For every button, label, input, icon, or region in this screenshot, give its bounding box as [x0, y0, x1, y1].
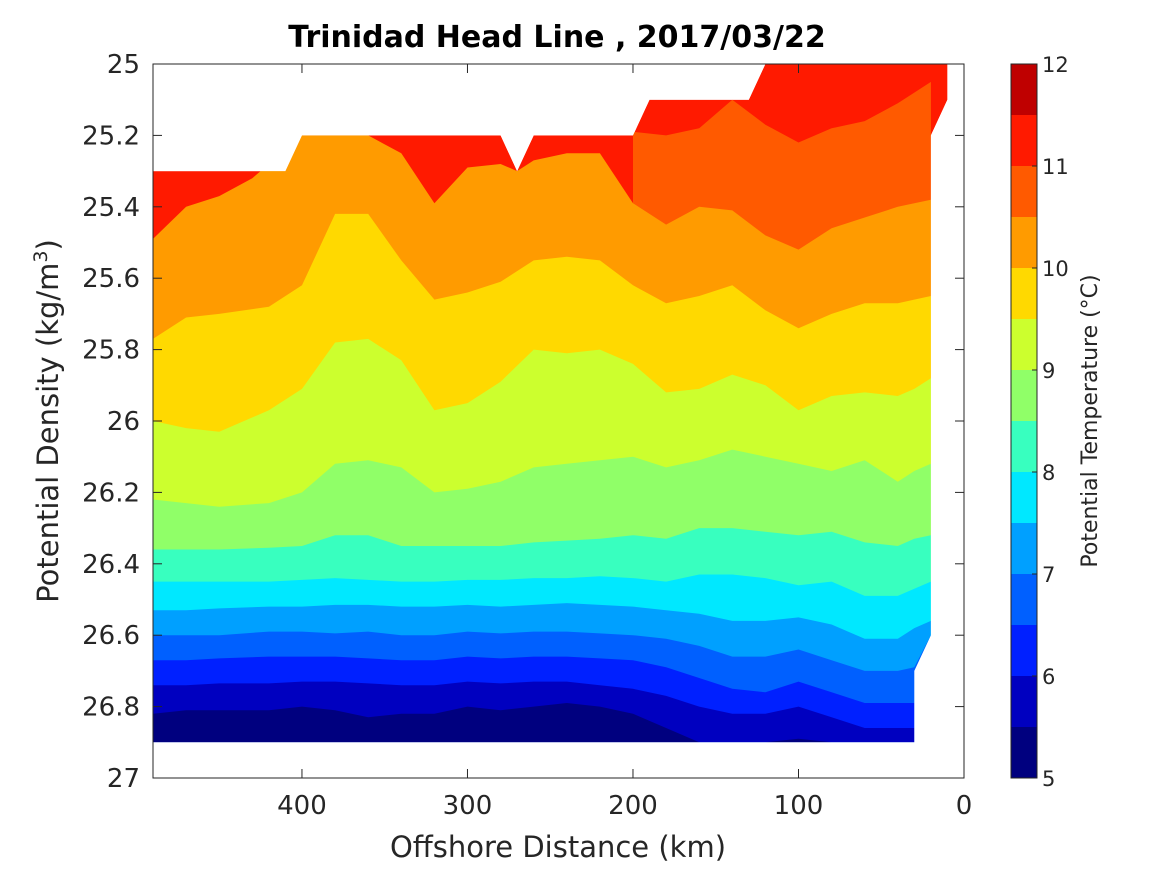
colorbar-swatch	[1011, 319, 1037, 370]
y-tick-label: 25.2	[82, 121, 140, 151]
colorbar-swatch	[1011, 472, 1037, 523]
y-tick-label: 26.8	[82, 693, 140, 723]
colorbar-tick-label: 9	[1042, 359, 1055, 383]
y-tick-label: 26.6	[82, 621, 140, 651]
contour-band-5.5	[153, 703, 915, 743]
colorbar-tick-label: 5	[1042, 767, 1055, 791]
colorbar-swatch	[1011, 217, 1037, 268]
x-tick-label: 300	[443, 791, 493, 821]
x-tick-label: 200	[608, 791, 658, 821]
colorbar-tick-label: 11	[1042, 155, 1069, 179]
domain-mask-bottom	[153, 742, 964, 778]
colorbar-tick-label: 8	[1042, 461, 1055, 485]
colorbar-swatch	[1011, 370, 1037, 421]
colorbar-swatch	[1011, 625, 1037, 676]
domain-mask-top	[153, 64, 948, 172]
y-tick-label: 25.4	[82, 193, 140, 223]
colorbar-swatch	[1011, 523, 1037, 574]
colorbar-tick-label: 6	[1042, 665, 1055, 689]
colorbar-swatch	[1011, 727, 1037, 778]
domain-mask-right	[914, 64, 964, 778]
y-tick-label: 25.8	[82, 336, 140, 366]
x-axis-label: Offshore Distance (km)	[390, 830, 726, 864]
colorbar-swatch	[1011, 166, 1037, 217]
colorbar-frame	[1010, 63, 1038, 779]
colorbar-tick-label: 12	[1042, 53, 1069, 77]
y-tick-label: 26	[107, 407, 140, 437]
y-axis-label-superscript: 3	[30, 250, 52, 262]
colorbar-tick-label: 10	[1042, 257, 1069, 281]
y-tick-labels: 25 25.2 25.4 25.6 25.8 26 26.2 26.4 26.6 26.8 27	[82, 50, 140, 794]
y-tick-label: 26.2	[82, 478, 140, 508]
contour-fills	[153, 64, 964, 778]
y-axis-label-main: Potential Density (kg/m	[31, 263, 65, 603]
y-tick-label: 26.4	[82, 550, 140, 580]
colorbar-swatch	[1011, 676, 1037, 727]
plot-area	[152, 63, 965, 779]
colorbar-tick-label: 7	[1042, 563, 1055, 587]
x-tick-labels: 400 300 200 100 0	[277, 791, 972, 821]
colorbar-swatch	[1011, 64, 1037, 115]
colorbar-swatch	[1011, 115, 1037, 166]
colorbar-swatch	[1011, 421, 1037, 472]
colorbar-label: Potential Temperature (°C)	[1078, 274, 1103, 567]
x-tick-label: 400	[277, 791, 327, 821]
y-tick-label: 25	[107, 50, 140, 80]
colorbar: 5 6 7 8 9 10 11 12	[1010, 53, 1069, 791]
x-tick-label: 0	[956, 791, 973, 821]
y-axis-label-suffix: )	[31, 239, 65, 250]
axis-ticks	[153, 63, 965, 779]
colorbar-swatch	[1011, 268, 1037, 319]
y-tick-label: 25.6	[82, 264, 140, 294]
y-tick-label: 27	[107, 764, 140, 794]
colorbar-swatch	[1011, 574, 1037, 625]
y-axis-label: Potential Density (kg/m3)	[30, 239, 65, 603]
chart-title: Trinidad Head Line , 2017/03/22	[288, 20, 825, 55]
x-tick-label: 100	[774, 791, 824, 821]
